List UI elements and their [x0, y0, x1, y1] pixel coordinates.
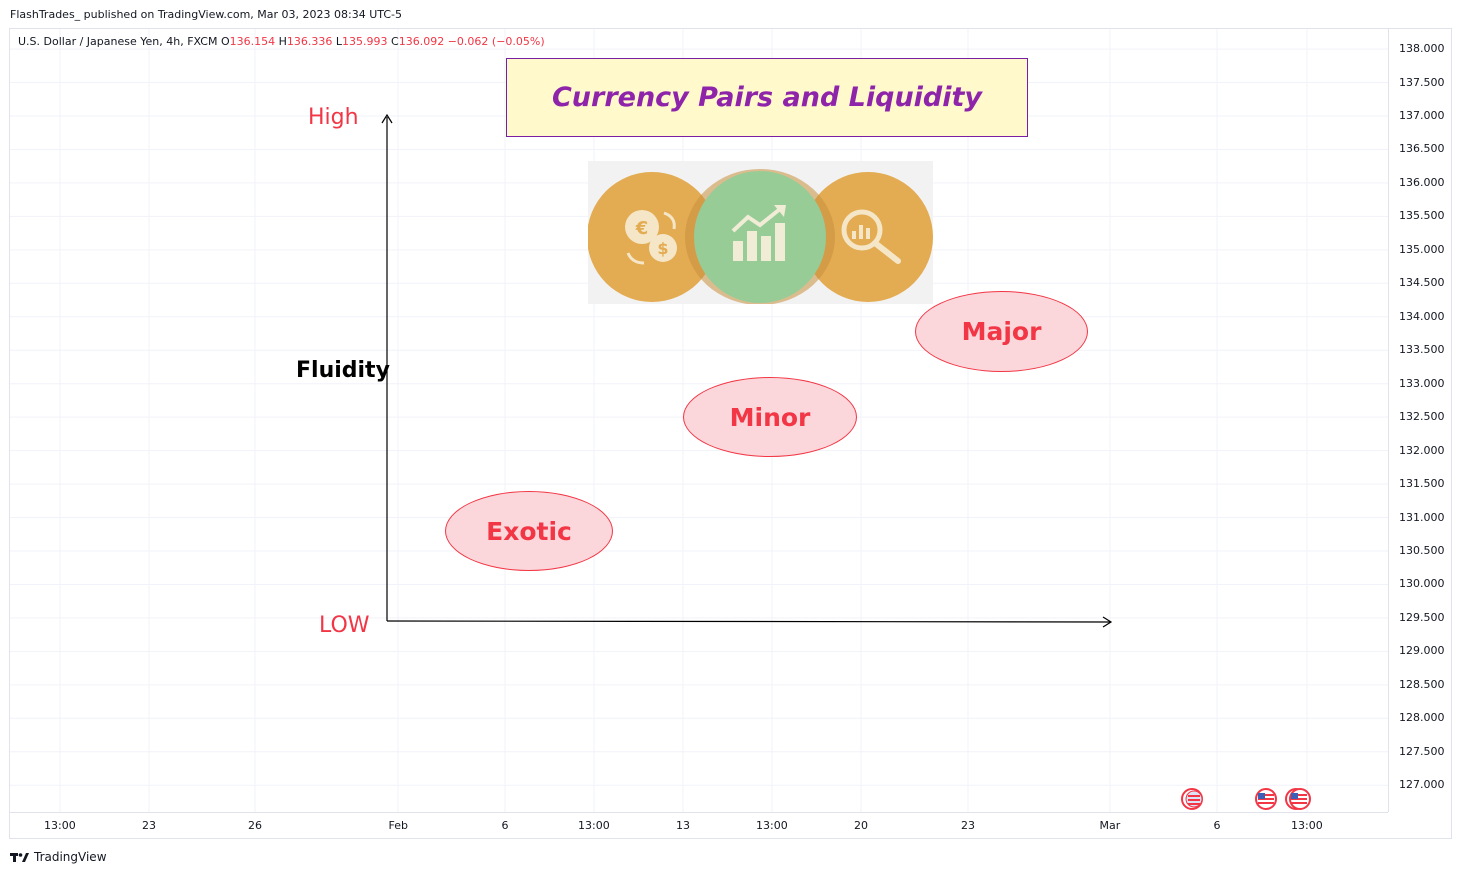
low-label-annotation[interactable]: LOW — [319, 613, 370, 638]
price-tick-label: 136.000 — [1399, 175, 1445, 189]
time-tick-label: 26 — [248, 819, 262, 832]
price-tick-label: 133.000 — [1399, 376, 1445, 390]
price-tick-label: 134.000 — [1399, 309, 1445, 323]
open-label: O — [220, 35, 230, 48]
close-label: C — [391, 35, 399, 48]
price-tick-label: 130.500 — [1399, 544, 1445, 557]
price-tick-label: 131.000 — [1399, 510, 1445, 524]
low-value: 135.993 — [342, 35, 388, 48]
price-tick-label: 127.500 — [1399, 744, 1445, 758]
time-tick-label: 20 — [854, 819, 868, 832]
liquidity-axes — [381, 113, 1113, 628]
chart-frame — [9, 28, 1452, 839]
svg-text:€: € — [635, 218, 649, 239]
title-box[interactable]: Currency Pairs and Liquidity — [506, 58, 1028, 137]
change-value: −0.062 (−0.05%) — [447, 35, 545, 48]
time-tick-label: 13:00 — [578, 819, 610, 832]
low-label: L — [335, 35, 343, 48]
time-tick-label: 23 — [961, 819, 975, 832]
price-tick-label: 135.500 — [1399, 209, 1445, 223]
fluidity-label[interactable]: Fluidity — [296, 358, 390, 383]
footer-brand: TradingView — [34, 850, 107, 864]
price-tick-label: 128.000 — [1399, 711, 1445, 725]
us-flag-event-icon[interactable] — [1285, 788, 1311, 810]
time-tick-label: 13:00 — [1291, 819, 1323, 832]
us-flag-event-icon[interactable] — [1181, 788, 1203, 810]
us-flag-event-icon[interactable] — [1255, 788, 1277, 810]
high-label: H — [278, 35, 287, 48]
time-tick-label: 23 — [142, 819, 156, 832]
tradingview-footer[interactable]: TradingView — [10, 850, 107, 864]
price-tick-label: 132.000 — [1399, 443, 1445, 457]
high-value: 136.336 — [286, 35, 333, 48]
price-tick-label: 131.500 — [1399, 477, 1445, 491]
price-tick-label: 129.500 — [1399, 610, 1445, 624]
time-tick-label: 6 — [1213, 819, 1221, 832]
price-tick-label: 136.500 — [1399, 142, 1445, 156]
price-axis[interactable]: 138.000 137.500 137.000 136.500 136.000 135.5… — [1388, 29, 1452, 812]
major-ellipse[interactable]: Major — [915, 291, 1088, 372]
symbol-name: U.S. Dollar / Japanese Yen, 4h, FXCM — [18, 35, 218, 48]
price-tick-label: 127.000 — [1399, 778, 1445, 792]
event-flags — [1181, 788, 1311, 810]
time-tick-label: 6 — [501, 819, 509, 832]
price-tick-label: 132.500 — [1399, 410, 1445, 424]
high-label-annotation[interactable]: High — [308, 105, 359, 130]
time-tick-label: 13:00 — [756, 819, 788, 832]
magnifier-analytics-icon — [803, 172, 933, 302]
growth-bar-chart-icon — [694, 171, 826, 303]
price-tick-label: 137.000 — [1399, 109, 1445, 122]
time-tick-label: Feb — [388, 819, 408, 832]
symbol-legend[interactable]: U.S. Dollar / Japanese Yen, 4h, FXCM O13… — [18, 35, 545, 48]
price-tick-label: 129.000 — [1399, 644, 1445, 658]
time-tick-label: 13:00 — [44, 819, 76, 832]
exotic-label: Exotic — [486, 516, 572, 546]
minor-label: Minor — [729, 402, 811, 432]
time-tick-label: Mar — [1099, 819, 1121, 832]
minor-ellipse[interactable]: Minor — [683, 377, 857, 457]
open-value: 136.154 — [229, 35, 276, 48]
price-tick-label: 130.000 — [1399, 577, 1445, 591]
chart-title: Currency Pairs and Liquidity — [551, 82, 983, 113]
time-tick-label: 13 — [676, 819, 690, 832]
price-tick-label: 137.500 — [1399, 75, 1445, 89]
publisher-caption: FlashTrades_ published on TradingView.co… — [10, 8, 403, 21]
price-tick-label: 138.000 — [1399, 42, 1445, 56]
price-tick-label: 128.500 — [1399, 677, 1445, 691]
chart-grid — [10, 29, 1388, 812]
tradingview-logo-icon — [10, 853, 29, 862]
exotic-ellipse[interactable]: Exotic — [445, 491, 613, 571]
major-label: Major — [961, 317, 1042, 346]
close-value: 136.092 — [398, 35, 445, 48]
time-axis[interactable]: 13:00 23 26 Feb 6 13:00 13 13:00 20 23 Mar 6 13:00 — [10, 812, 1388, 840]
price-tick-label: 134.500 — [1399, 276, 1445, 290]
svg-text:$: $ — [657, 239, 668, 258]
price-tick-label: 135.000 — [1399, 242, 1445, 256]
illustration: € $ — [588, 161, 933, 304]
currency-exchange-icon: € $ — [588, 172, 717, 302]
price-tick-label: 133.500 — [1399, 343, 1445, 357]
